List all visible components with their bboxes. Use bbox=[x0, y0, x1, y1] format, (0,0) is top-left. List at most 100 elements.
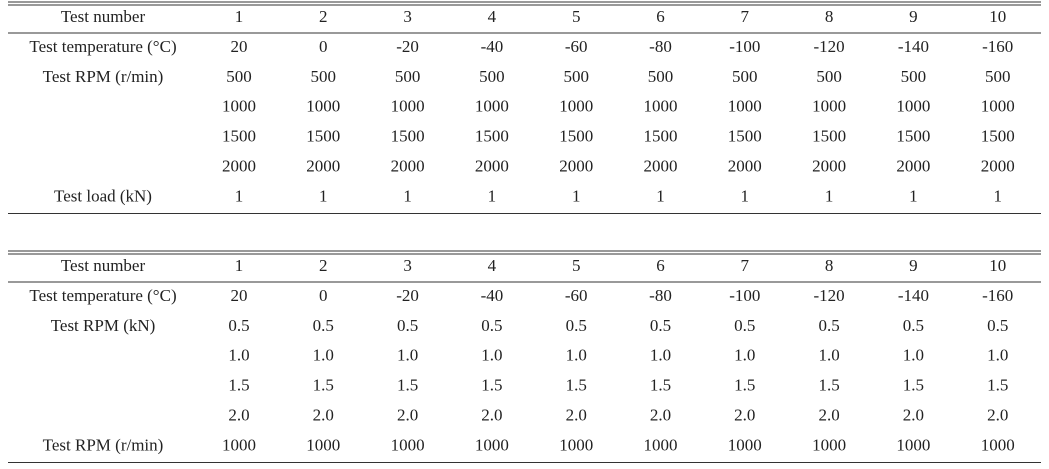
cell: 1.0 bbox=[734, 346, 755, 365]
cell: 1000 bbox=[475, 435, 509, 454]
cell: -40 bbox=[481, 286, 504, 305]
cell: 2000 bbox=[812, 157, 846, 176]
cell: 1500 bbox=[222, 127, 256, 146]
cell: 1.0 bbox=[481, 346, 502, 365]
cell: 2.0 bbox=[566, 406, 587, 425]
cell: 1.0 bbox=[650, 346, 671, 365]
cell: 20 bbox=[231, 286, 248, 305]
cell: 0 bbox=[319, 37, 328, 56]
cell: 2000 bbox=[896, 157, 930, 176]
cell: 0.5 bbox=[734, 316, 755, 335]
cell: 2000 bbox=[728, 157, 762, 176]
cell: 2000 bbox=[391, 157, 425, 176]
cell: 1000 bbox=[981, 97, 1015, 116]
cell: -60 bbox=[565, 37, 588, 56]
header-cell: 9 bbox=[909, 256, 918, 275]
cell: 1.5 bbox=[397, 376, 418, 395]
cell: -80 bbox=[649, 286, 672, 305]
cell: 0.5 bbox=[397, 316, 418, 335]
cell: 0 bbox=[319, 286, 328, 305]
header-cell: 8 bbox=[825, 7, 834, 26]
cell: 1500 bbox=[981, 127, 1015, 146]
cell: 2000 bbox=[475, 157, 509, 176]
cell: 1500 bbox=[644, 127, 678, 146]
header-cell: 1 bbox=[235, 256, 244, 275]
row-label: Test RPM (r/min) bbox=[43, 435, 164, 454]
cell: 1.5 bbox=[313, 376, 334, 395]
cell: 1000 bbox=[475, 97, 509, 116]
header-cell: 6 bbox=[656, 7, 665, 26]
header-cell: 5 bbox=[572, 256, 581, 275]
cell: 1500 bbox=[812, 127, 846, 146]
row-label: Test temperature (°C) bbox=[29, 286, 176, 305]
cell: 500 bbox=[395, 67, 421, 86]
cell: 1.0 bbox=[228, 346, 249, 365]
header-cell: 1 bbox=[235, 7, 244, 26]
header-cell: 2 bbox=[319, 256, 328, 275]
cell: 1000 bbox=[812, 97, 846, 116]
cell: 0.5 bbox=[313, 316, 334, 335]
cell: -140 bbox=[898, 286, 929, 305]
cell: 1 bbox=[319, 186, 328, 205]
cell: 0.5 bbox=[650, 316, 671, 335]
cell: 2000 bbox=[222, 157, 256, 176]
cell: 1000 bbox=[222, 97, 256, 116]
row-label: Test load (kN) bbox=[54, 186, 152, 205]
row-label: Test temperature (°C) bbox=[29, 37, 176, 56]
cell: 1.5 bbox=[650, 376, 671, 395]
cell: 500 bbox=[311, 67, 337, 86]
cell: 1000 bbox=[306, 97, 340, 116]
header-cell: 7 bbox=[741, 7, 750, 26]
cell: 1.0 bbox=[566, 346, 587, 365]
cell: 1 bbox=[909, 186, 918, 205]
cell: 1 bbox=[403, 186, 412, 205]
cell: 1500 bbox=[559, 127, 593, 146]
row-label: Test RPM (kN) bbox=[51, 316, 156, 335]
cell: 2.0 bbox=[313, 406, 334, 425]
cell: -140 bbox=[898, 37, 929, 56]
header-cell: 10 bbox=[989, 7, 1006, 26]
header-cell: 3 bbox=[403, 7, 412, 26]
cell: 1.0 bbox=[903, 346, 924, 365]
cell: 2.0 bbox=[228, 406, 249, 425]
cell: 500 bbox=[563, 67, 589, 86]
cell: 500 bbox=[985, 67, 1011, 86]
cell: -120 bbox=[814, 286, 845, 305]
cell: -160 bbox=[982, 37, 1013, 56]
cell: 1 bbox=[235, 186, 244, 205]
cell: -120 bbox=[814, 37, 845, 56]
cell: 1.0 bbox=[313, 346, 334, 365]
cell: 1.0 bbox=[987, 346, 1008, 365]
cell: 1.5 bbox=[734, 376, 755, 395]
header-cell: 8 bbox=[825, 256, 834, 275]
cell: 1.5 bbox=[566, 376, 587, 395]
cell: 1000 bbox=[391, 435, 425, 454]
cell: 1000 bbox=[728, 435, 762, 454]
cell: 1.5 bbox=[987, 376, 1008, 395]
row-label: Test RPM (r/min) bbox=[43, 67, 164, 86]
header-cell: 4 bbox=[488, 7, 497, 26]
header-cell: 6 bbox=[656, 256, 665, 275]
cell: 1500 bbox=[896, 127, 930, 146]
cell: 1000 bbox=[222, 435, 256, 454]
cell: 1.5 bbox=[228, 376, 249, 395]
cell: 500 bbox=[648, 67, 674, 86]
cell: 2.0 bbox=[818, 406, 839, 425]
cell: 2.0 bbox=[734, 406, 755, 425]
cell: 1500 bbox=[475, 127, 509, 146]
cell: 2.0 bbox=[397, 406, 418, 425]
cell: 500 bbox=[479, 67, 505, 86]
cell: 0.5 bbox=[228, 316, 249, 335]
cell: 0.5 bbox=[903, 316, 924, 335]
cell: 1000 bbox=[391, 97, 425, 116]
cell: 1.5 bbox=[481, 376, 502, 395]
cell: 1.0 bbox=[397, 346, 418, 365]
cell: 0.5 bbox=[818, 316, 839, 335]
cell: 2.0 bbox=[987, 406, 1008, 425]
cell: 500 bbox=[901, 67, 927, 86]
cell: -160 bbox=[982, 286, 1013, 305]
cell: 0.5 bbox=[481, 316, 502, 335]
cell: 1500 bbox=[728, 127, 762, 146]
